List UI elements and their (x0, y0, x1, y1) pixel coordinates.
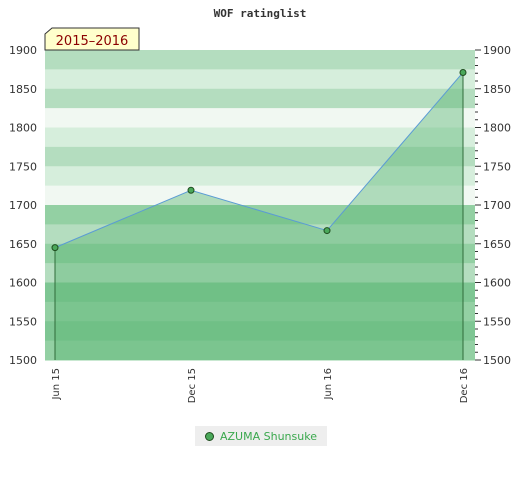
background-band (45, 282, 475, 303)
background-band (45, 166, 475, 187)
x-tick-label: Dec 15 (187, 368, 198, 403)
legend-series-label: AZUMA Shunsuke (220, 429, 317, 443)
x-axis: Jun 15 Dec 15 Jun 16 Dec 16 (51, 368, 470, 403)
background-band (45, 185, 475, 206)
y-tick-label-left: 1900 (9, 44, 37, 57)
series-line (54, 72, 464, 249)
legend-marker-icon (205, 431, 214, 441)
x-tick-label: Dec 16 (459, 368, 470, 403)
data-point (51, 244, 59, 252)
background-band (45, 205, 475, 225)
background-band (45, 88, 475, 109)
background-band (45, 69, 475, 90)
background-band (45, 340, 475, 361)
y-tick-label-right: 1500 (483, 354, 511, 367)
period-badge: 2015–2016 (44, 27, 140, 51)
background-band (45, 224, 475, 245)
background-bands (45, 50, 475, 361)
y-tick-label-left: 1800 (9, 122, 37, 135)
x-tick-label: Jun 16 (323, 368, 334, 401)
y-tick-label-left: 1700 (9, 199, 37, 212)
y-tick-label-right: 1900 (483, 44, 511, 57)
y-tick-label-right: 1750 (483, 160, 511, 173)
series-area (55, 72, 463, 360)
background-band (45, 146, 475, 167)
data-point (323, 227, 331, 235)
background-band (45, 50, 475, 70)
chart-title: WOF ratinglist (214, 7, 307, 20)
y-axis-left: 1500 1550 1600 1650 1700 1750 1800 1850 1900 (9, 44, 37, 367)
background-band (45, 108, 475, 128)
y-tick-label-left: 1650 (9, 238, 37, 251)
y-axis-right: 1500 1550 1600 1650 1700 1750 1800 1850 1900 (475, 44, 511, 367)
background-band (45, 243, 475, 264)
y-tick-label-right: 1600 (483, 277, 511, 290)
y-tick-label-left: 1850 (9, 83, 37, 96)
background-band (45, 321, 475, 342)
data-point (459, 68, 467, 76)
background-band (45, 263, 475, 283)
y-tick-label-left: 1600 (9, 277, 37, 290)
x-tick-label: Jun 15 (51, 368, 62, 401)
data-point (187, 186, 195, 194)
y-tick-label-left: 1550 (9, 315, 37, 328)
y-tick-label-left: 1500 (9, 354, 37, 367)
background-band (45, 127, 475, 148)
area-layer (51, 68, 467, 360)
legend: AZUMA Shunsuke (195, 426, 327, 446)
period-badge-label: 2015–2016 (56, 34, 129, 49)
y-tick-label-left: 1750 (9, 160, 37, 173)
period-badge-shape (44, 27, 140, 51)
y-tick-label-right: 1700 (483, 199, 511, 212)
y-tick-label-right: 1850 (483, 83, 511, 96)
background-band (45, 301, 475, 322)
y-tick-label-right: 1550 (483, 315, 511, 328)
y-tick-label-right: 1650 (483, 238, 511, 251)
y-tick-label-right: 1800 (483, 122, 511, 135)
